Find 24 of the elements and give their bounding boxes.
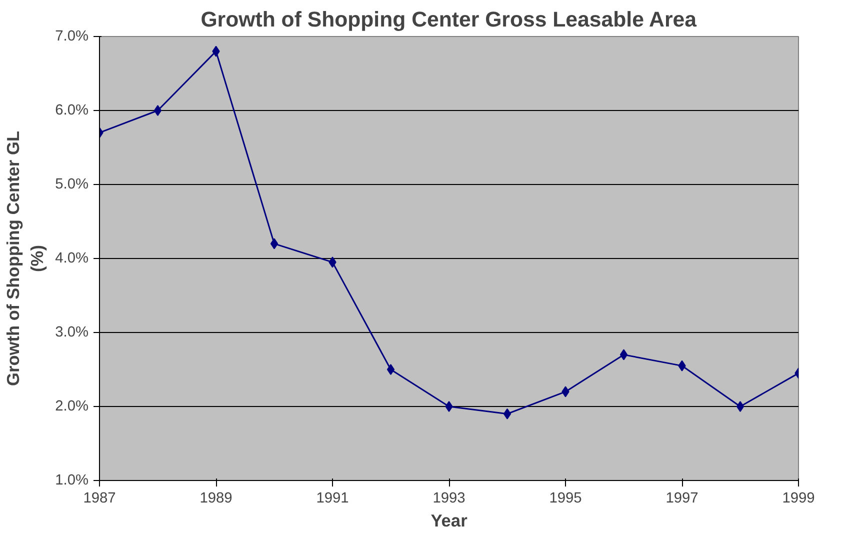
y-tick-label: 2.0% <box>55 398 88 414</box>
x-tick-label: 1995 <box>549 490 582 506</box>
y-tick-label: 5.0% <box>55 176 88 192</box>
y-tick-label: 4.0% <box>55 250 88 266</box>
point <box>386 364 395 375</box>
x-tick-label: 1987 <box>83 490 116 506</box>
x-tick-label: 1993 <box>432 490 466 506</box>
y-tick-label: 3.0% <box>55 324 88 340</box>
chart-title: Growth of Shopping Center Gross Leasable Area <box>200 8 697 32</box>
y-tick-label: 7.0% <box>55 28 88 44</box>
y-tick-label: 1.0% <box>55 472 88 488</box>
point <box>620 349 628 360</box>
x-tick-label: 1999 <box>782 490 815 506</box>
y-tick-label: 6.0% <box>55 102 88 118</box>
y-axis-title: Growth of Shopping Center GL (%) <box>3 130 48 386</box>
point <box>503 408 512 420</box>
point <box>736 401 744 412</box>
x-tick-label: 1989 <box>200 490 232 506</box>
point <box>270 238 278 250</box>
x-axis-title: Year <box>430 510 468 530</box>
x-tick-label: 1991 <box>316 490 349 506</box>
point <box>445 401 453 412</box>
x-tick-label: 1997 <box>666 490 698 506</box>
point <box>154 105 162 116</box>
